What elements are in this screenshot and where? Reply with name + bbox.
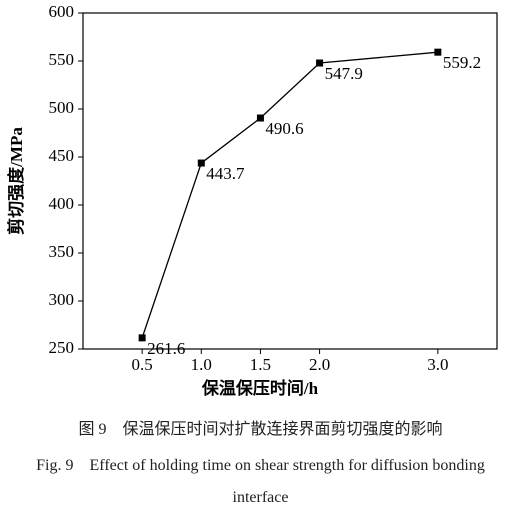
data-point (434, 48, 442, 56)
data-point (256, 114, 264, 122)
y-tick-label: 350 (49, 242, 75, 261)
y-tick-label: 450 (49, 146, 75, 165)
x-tick-label: 1.5 (250, 355, 271, 374)
plot-frame (82, 12, 498, 350)
x-tick-label: 3.0 (427, 355, 448, 374)
data-label: 261.6 (147, 339, 185, 358)
x-tick-label: 2.0 (309, 355, 330, 374)
x-tick-label: 1.0 (191, 355, 212, 374)
chart: 保温保压时间/h 剪切强度/MPa 250 300 350 400 450 500 550 6… (6, 2, 498, 398)
x-axis-title: 保温保压时间/h (201, 378, 319, 398)
y-tick-label: 300 (49, 290, 75, 309)
data-label: 443.7 (206, 164, 245, 183)
y-tick-label: 600 (49, 2, 75, 21)
data-label: 547.9 (325, 64, 363, 83)
data-point (197, 159, 205, 167)
y-axis-title: 剪切强度/MPa (6, 127, 26, 235)
data-label: 559.2 (443, 53, 481, 72)
caption-en: Fig. 9 Effect of holding time on shear s… (36, 457, 485, 506)
y-tick-label: 400 (49, 194, 75, 213)
y-tick-label: 500 (49, 98, 75, 117)
x-tick-label: 0.5 (132, 355, 153, 374)
y-tick-label: 250 (49, 338, 75, 357)
data-label: 490.6 (265, 119, 303, 138)
data-point (138, 334, 146, 342)
caption-cn: 图 9 保温保压时间对扩散连接界面剪切强度的影响 (78, 421, 443, 438)
data-line (141, 51, 438, 339)
data-point (316, 59, 324, 67)
y-tick-label: 550 (49, 50, 75, 69)
